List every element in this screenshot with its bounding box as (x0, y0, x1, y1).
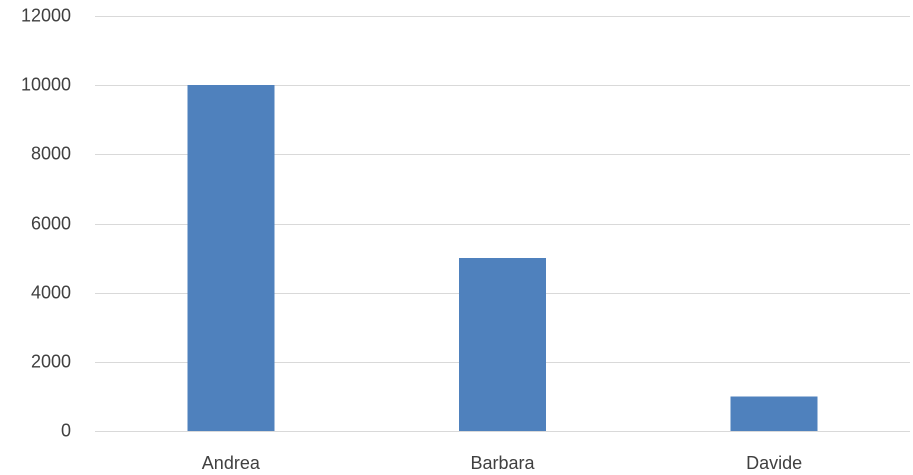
y-tick-label: 10000 (21, 74, 71, 94)
y-tick-label: 4000 (31, 282, 71, 302)
y-tick-label: 12000 (21, 5, 71, 25)
y-tick-label: 8000 (31, 143, 71, 163)
bar-barbara (459, 258, 546, 431)
x-axis: Andrea Barbara Davide (202, 453, 802, 473)
y-tick-label: 2000 (31, 351, 71, 371)
bar-andrea (187, 85, 275, 432)
x-tick-label: Davide (746, 453, 802, 473)
y-tick-label: 0 (61, 420, 71, 440)
y-axis: 0 2000 4000 6000 8000 10000 12000 (21, 5, 71, 440)
x-tick-label: Andrea (202, 453, 261, 473)
bars (187, 85, 818, 432)
bar-davide (730, 396, 818, 431)
x-tick-label: Barbara (470, 453, 535, 473)
y-tick-label: 6000 (31, 213, 71, 233)
